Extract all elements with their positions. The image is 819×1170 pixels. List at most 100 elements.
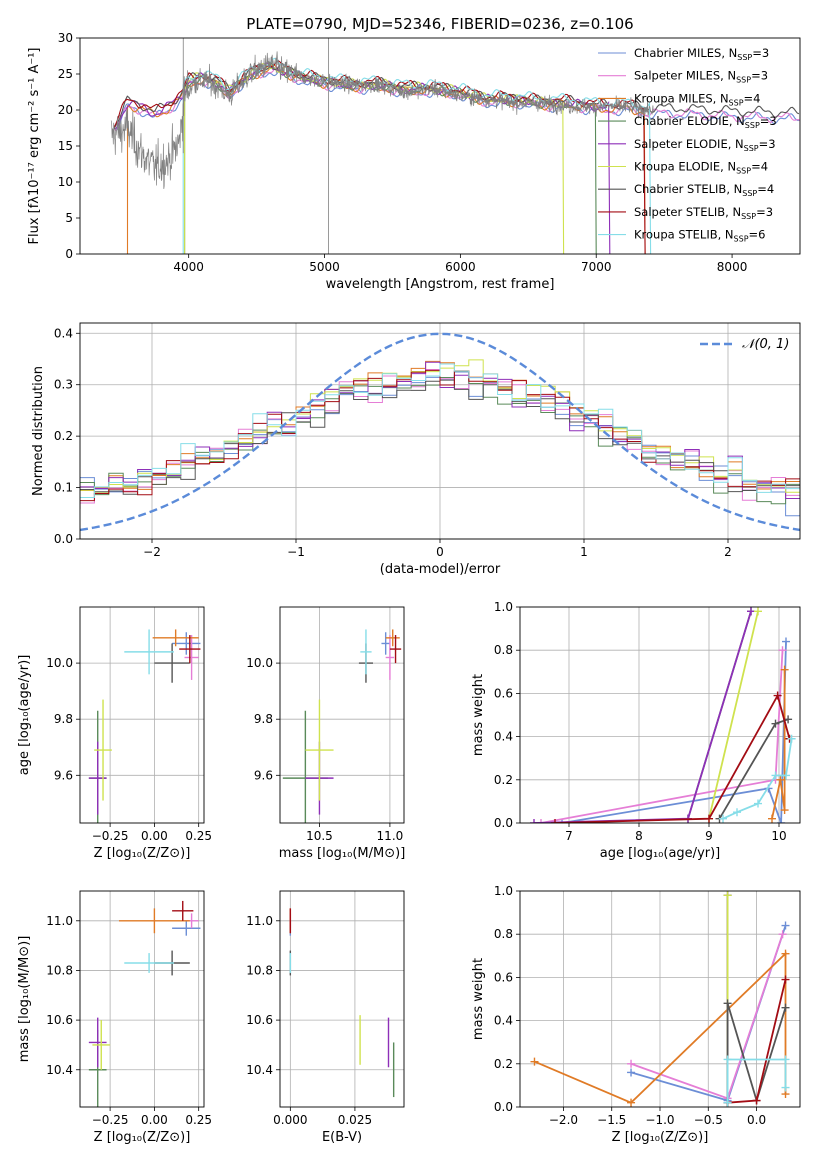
- mass-weight-point: [781, 1003, 790, 1012]
- x-tick-label: −0.5: [694, 1113, 723, 1127]
- x-tick-label: −0.25: [92, 1113, 129, 1127]
- x-tick-label: 0.00: [141, 829, 168, 843]
- x-tick-label: 0.25: [185, 1113, 212, 1127]
- x-axis-label: (data-model)/error: [380, 562, 501, 577]
- mass-weight-point: [723, 1055, 732, 1064]
- mass-weight-point: [781, 1055, 790, 1064]
- y-tick-label: 10.4: [246, 1063, 273, 1077]
- legend-label-sub: SSP: [736, 76, 751, 85]
- age-massweight-panel: 7 8 9 10 0.0 0.2 0.4 0.6 0.8 1.0 age [log₁₀(age/yr…: [471, 600, 801, 861]
- x-tick-label: −2.0: [549, 1113, 578, 1127]
- legend-label-sub: SSP: [744, 144, 759, 153]
- y-axis-label: mass weight: [471, 958, 486, 1040]
- mass-weight-line: [554, 693, 791, 823]
- legend-label-suffix: =3: [760, 114, 777, 128]
- y-tick-label: 0.6: [494, 970, 513, 984]
- y-tick-label: 15: [58, 139, 73, 153]
- mass-weight-point: [777, 819, 786, 823]
- axes-frame: [79, 606, 205, 824]
- x-axis-label: wavelength [Angstrom, rest frame]: [326, 277, 555, 292]
- mass-weight-point: [776, 775, 785, 784]
- x-axis-label: mass [log₁₀(M/M⊙)]: [279, 846, 406, 861]
- y-axis-label: Flux [fλ10⁻¹⁷ erg cm⁻² s⁻¹ A⁻¹]: [27, 48, 42, 245]
- y-tick-label: 11.0: [246, 914, 273, 928]
- x-tick-label: 5000: [309, 260, 340, 274]
- y-tick-label: 10.0: [46, 656, 73, 670]
- mass-weight-point: [771, 771, 780, 780]
- axes-frame: [279, 606, 405, 824]
- y-tick-label: 10.8: [246, 963, 273, 977]
- x-tick-label: −1: [287, 545, 305, 559]
- spectrum-panel: 4000 5000 6000 7000 8000 0 5 10 15 20 25 30 waveleng…: [27, 31, 801, 292]
- y-tick-label: 20: [58, 103, 73, 117]
- y-tick-label: 0.8: [494, 927, 513, 941]
- legend-label: Kroupa ELODIE, NSSP=4: [634, 160, 768, 176]
- residuals-histogram-panel: −2 −1 0 1 2 0.0 0.1 0.2 0.3 0.4 (data-model)/error…: [31, 322, 801, 577]
- legend-label-suffix: =3: [756, 205, 773, 219]
- y-tick-label: 9.8: [54, 712, 73, 726]
- y-tick-label: 0.0: [494, 1100, 513, 1114]
- legend-label-main: Chabrier MILES, N: [634, 46, 737, 60]
- y-tick-label: 1.0: [494, 884, 513, 898]
- y-axis-label: mass weight: [471, 674, 486, 756]
- mass-weight-point: [723, 999, 732, 1008]
- legend-label: Salpeter ELODIE, NSSP=3: [634, 137, 776, 153]
- legend-label-sub: SSP: [741, 212, 756, 221]
- metallicity-mass-panel: −0.25 0.00 0.25 10.4 10.6 10.8 11.0 Z [log₁₀(Z/…: [17, 890, 212, 1145]
- mass-weight-point: [719, 814, 727, 823]
- x-tick-label: 9: [705, 829, 713, 843]
- x-tick-label: 6000: [445, 260, 476, 274]
- x-tick-label: 2: [724, 545, 732, 559]
- y-tick-label: 0.4: [54, 326, 73, 340]
- plot-area: [80, 332, 800, 532]
- mass-weight-point: [771, 719, 780, 728]
- legend-label-suffix: =4: [751, 160, 768, 174]
- axes-frame: [279, 890, 405, 1108]
- y-tick-label: 0: [65, 247, 73, 261]
- mass-weight-point: [784, 715, 793, 724]
- y-tick-label: 30: [58, 31, 73, 45]
- mass-weight-line: [708, 611, 759, 819]
- y-tick-label: 10.6: [246, 1013, 273, 1027]
- legend-label-suffix: =3: [752, 46, 769, 60]
- y-tick-label: 9.6: [54, 768, 73, 782]
- mass-weight-point: [781, 1083, 790, 1092]
- x-axis-label: Z [log₁₀(Z/Z⊙)]: [94, 846, 191, 861]
- y-tick-label: 0.2: [54, 429, 73, 443]
- extinction-mass-panel: 0.000 0.025 10.4 10.6 10.8 11.0 E(B-V): [246, 890, 405, 1145]
- y-tick-label: 11.0: [46, 914, 73, 928]
- mass-weight-point: [627, 1098, 636, 1107]
- figure-title: PLATE=0790, MJD=52346, FIBERID=0236, z=0…: [246, 15, 633, 33]
- x-tick-label: 4000: [173, 260, 204, 274]
- legend-label: Chabrier ELODIE, NSSP=3: [634, 114, 777, 130]
- mass-weight-point: [781, 975, 790, 984]
- x-tick-label: 7: [565, 829, 573, 843]
- x-tick-label: 1: [580, 545, 588, 559]
- x-tick-label: 7000: [581, 260, 612, 274]
- mass-weight-line: [726, 1003, 787, 1104]
- mass-weight-point: [754, 607, 762, 616]
- y-axis-label: age [log₁₀(age/yr)]: [17, 655, 32, 776]
- x-tick-label: 10.5: [306, 829, 333, 843]
- legend-label-sub: SSP: [745, 121, 760, 130]
- y-axis-label: Normed distribution: [31, 366, 46, 496]
- legend-label-sub: SSP: [729, 98, 744, 107]
- mass-weight-point: [780, 665, 789, 674]
- legend-label-main: Kroupa STELIB, N: [634, 228, 734, 242]
- legend-label-sub: SSP: [737, 53, 752, 62]
- mass-weight-point: [781, 921, 790, 930]
- legend-label: Chabrier STELIB, NSSP=4: [634, 182, 774, 198]
- x-tick-label: 0.025: [338, 1113, 372, 1127]
- y-tick-label: 0.6: [494, 686, 513, 700]
- x-tick-label: 8: [635, 829, 643, 843]
- legend-label-suffix: =3: [759, 137, 776, 151]
- mass-weight-point: [551, 819, 559, 823]
- legend-label: Salpeter MILES, NSSP=3: [634, 69, 768, 85]
- y-tick-label: 10.4: [46, 1063, 73, 1077]
- legend-label: 𝒩(0, 1): [742, 337, 789, 352]
- plot-area: [88, 629, 201, 823]
- mass-weight-point: [773, 691, 782, 700]
- mass-weight-point: [787, 734, 796, 743]
- mass-weight-point: [752, 1096, 761, 1105]
- x-tick-label: 0.00: [141, 1113, 168, 1127]
